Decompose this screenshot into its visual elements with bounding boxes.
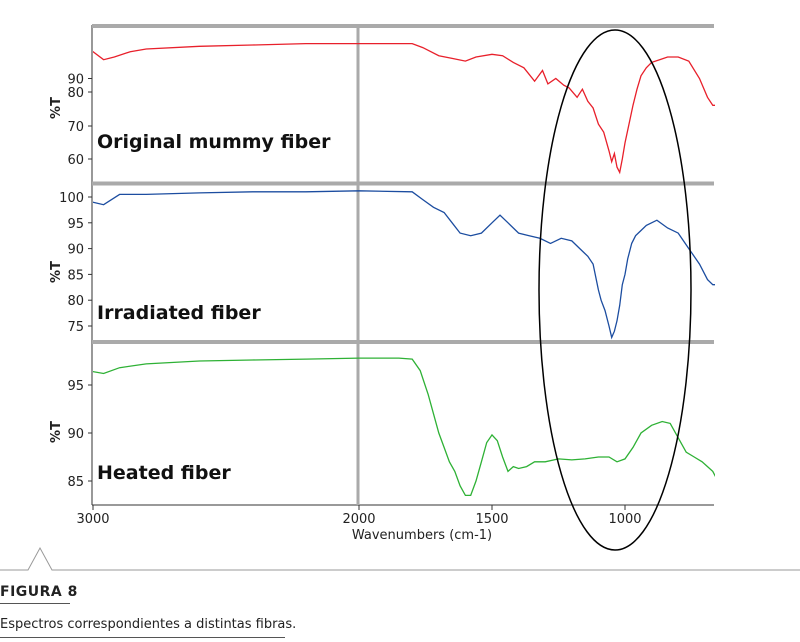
- panel-name-label: Heated fiber: [97, 462, 231, 484]
- x-tick-label: 2000: [342, 512, 375, 527]
- y-tick-label: 100: [59, 191, 84, 206]
- highlight-ellipse: [538, 29, 692, 551]
- y-tick-label: 70: [67, 120, 84, 135]
- x-ticks: 3000 2000 1500 1000: [76, 505, 642, 527]
- x-tick-label: 3000: [76, 512, 109, 527]
- panel-name-label: Original mummy fiber: [97, 131, 331, 153]
- x-tick-label: 1500: [475, 512, 508, 527]
- figure-label: FIGURA 8: [0, 584, 78, 600]
- series-line-3: [93, 357, 715, 497]
- panel-3: 95 90 85 %T Heated fiber: [49, 357, 715, 497]
- y-axis-label: %T: [49, 261, 64, 283]
- panel-name-label: Irradiated fiber: [97, 302, 261, 324]
- y-tick-label: 85: [67, 475, 84, 490]
- y-tick-label: 95: [67, 379, 84, 394]
- y-tick-label: 90: [67, 73, 84, 88]
- y-tick-label: 90: [67, 427, 84, 442]
- y-tick-label: 95: [67, 217, 84, 232]
- series-line-2: [93, 190, 715, 340]
- y-tick-label: 75: [67, 320, 84, 335]
- figure-caption: Espectros correspondientes a distintas f…: [0, 617, 297, 632]
- y-tick-label: 85: [67, 268, 84, 283]
- y-tick-label: 80: [67, 86, 84, 101]
- caption-pointer: [0, 546, 800, 571]
- y-axis-label: %T: [49, 97, 64, 119]
- x-axis-label: Wavenumbers (cm-1): [352, 528, 492, 543]
- x-tick-label: 1000: [608, 512, 641, 527]
- y-tick-label: 90: [67, 243, 84, 258]
- panel-2: 100 95 90 85 80 75 %T Irradiated fiber: [49, 190, 715, 340]
- series-line-1: [93, 42, 715, 175]
- caption-rule: [0, 637, 285, 638]
- y-tick-label: 80: [67, 294, 84, 309]
- figure-label-rule: [0, 603, 70, 604]
- y-axis-label: %T: [49, 421, 64, 443]
- y-tick-label: 60: [67, 153, 84, 168]
